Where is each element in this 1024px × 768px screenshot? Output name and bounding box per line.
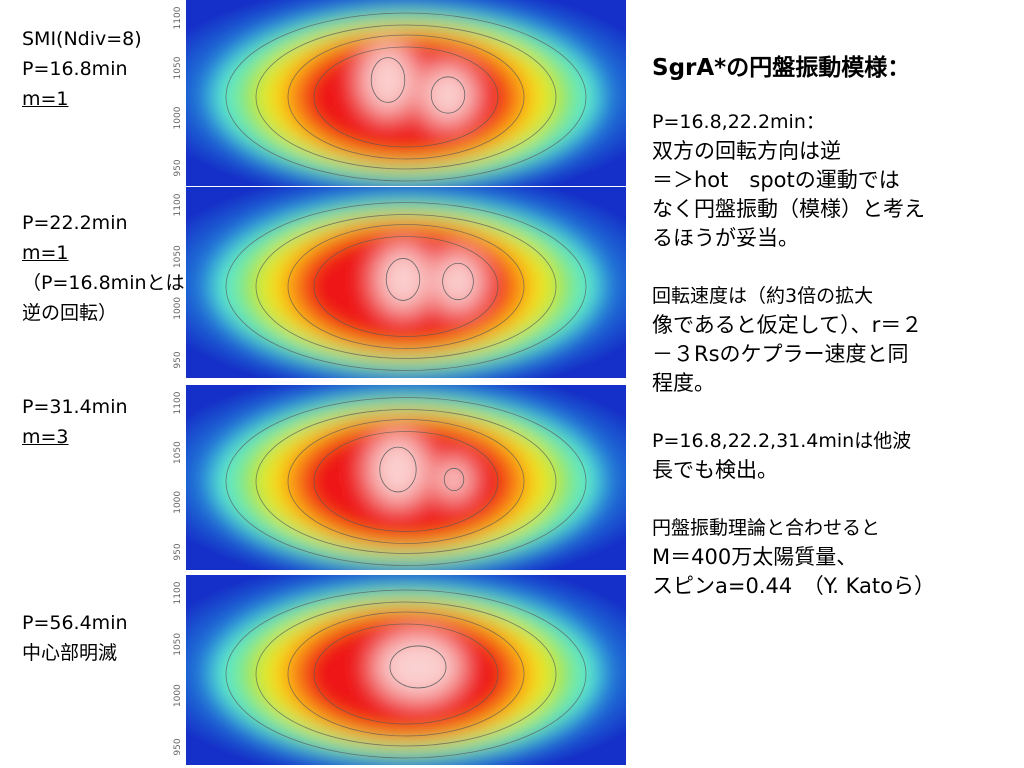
text-line: なく円盤振動（模様）と考え xyxy=(652,197,925,221)
y-tick-label: 1100 xyxy=(173,581,183,604)
text-line: スピンa=0.44 （Y. Katoら） xyxy=(652,574,935,598)
label-line: m=3 xyxy=(22,426,69,448)
contour xyxy=(225,397,587,566)
paragraph: 回転速度は（約3倍の拡大像であると仮定して）、r＝２ －３Rsのケプラー速度と同程… xyxy=(652,282,935,398)
paragraph: P=16.8,22.2min： 双方の回転方向は逆 ＝＞hot spotの運動ではな… xyxy=(652,108,935,253)
contour xyxy=(385,258,421,301)
contour xyxy=(287,34,525,160)
y-tick-label: 1000 xyxy=(173,106,183,129)
text-line: 程度。 xyxy=(652,371,715,395)
y-tick-label: 1100 xyxy=(173,193,183,216)
contour xyxy=(389,645,447,689)
notes-title: SgrA*の円盤振動模様： xyxy=(652,55,911,81)
text-line: 像であると仮定して）、r＝２ xyxy=(652,313,923,337)
contour xyxy=(225,12,587,182)
label-line: 逆の回転） xyxy=(22,302,118,324)
panel-label: P=56.4min 中心部明滅 xyxy=(22,608,128,668)
text-line: P=16.8,22.2min： xyxy=(652,111,825,133)
label-line: P=22.2min xyxy=(22,212,128,234)
panel-label: P=22.2min m=1 （P=16.8minとは 逆の回転） xyxy=(22,208,185,328)
y-tick-label: 1000 xyxy=(173,684,183,707)
paragraph: 円盤振動理論と合わせると M＝400万太陽質量、スピンa=0.44 （Y. Kat… xyxy=(652,514,935,601)
contour xyxy=(287,224,525,349)
contour xyxy=(443,467,465,492)
y-tick-label: 1100 xyxy=(173,391,183,414)
y-tick-label: 1000 xyxy=(173,491,183,514)
color-layers xyxy=(211,9,601,185)
panel-label: P=31.4min m=3 xyxy=(22,392,128,452)
contour xyxy=(255,601,557,747)
y-tick-label: 1050 xyxy=(173,245,183,268)
contour xyxy=(370,57,406,103)
label-line: m=1 xyxy=(22,242,69,264)
y-tick-label: 1100 xyxy=(173,6,183,29)
contour xyxy=(287,419,525,544)
label-line: P=16.8min xyxy=(22,58,128,80)
y-tick-label: 950 xyxy=(173,543,183,560)
text-line: るほうが妥当。 xyxy=(652,226,799,250)
heatmap: 1100 1050 1000 950 xyxy=(173,0,626,186)
contour xyxy=(225,589,587,759)
text-line: 回転速度は（約3倍の拡大 xyxy=(652,285,874,307)
contour xyxy=(442,262,474,301)
contour xyxy=(430,76,466,114)
label-line: P=31.4min xyxy=(22,396,128,418)
color-layers xyxy=(211,198,601,375)
contour xyxy=(379,446,417,493)
contour xyxy=(225,202,587,371)
paragraph: P=16.8,22.2,31.4minは他波 長でも検出。 xyxy=(652,427,935,485)
contour xyxy=(313,623,499,725)
color-layers xyxy=(211,586,601,762)
label-line: （P=16.8minとは xyxy=(22,272,185,294)
color-layers xyxy=(211,393,601,570)
contour xyxy=(255,24,557,170)
contour xyxy=(313,46,499,148)
y-tick-label: 950 xyxy=(173,159,183,176)
label-line: P=56.4min xyxy=(22,612,128,634)
contour xyxy=(255,214,557,359)
contour xyxy=(287,611,525,737)
contour xyxy=(313,431,499,532)
panel-label: SMI(Ndiv=8) P=16.8min m=1 xyxy=(22,24,142,114)
y-tick-label: 1050 xyxy=(173,633,183,656)
text-line: 長でも検出。 xyxy=(652,458,778,482)
y-tick-label: 1050 xyxy=(173,56,183,79)
label-line: SMI(Ndiv=8) xyxy=(22,28,142,50)
notes: SgrA*の円盤振動模様： P=16.8,22.2min： 双方の回転方向は逆 ＝＞… xyxy=(652,48,935,630)
y-tick-label: 950 xyxy=(173,351,183,368)
heatmap: 1100 1050 1000 950 xyxy=(173,187,626,378)
contour xyxy=(255,409,557,554)
heatmap: 1100 1050 1000 950 xyxy=(173,385,626,570)
label-line: m=1 xyxy=(22,88,69,110)
text-line: M＝400万太陽質量、 xyxy=(652,545,858,569)
text-line: －３Rsのケプラー速度と同 xyxy=(652,342,909,366)
contour xyxy=(313,236,499,337)
y-tick-label: 1050 xyxy=(173,441,183,464)
heatmap: 1100 1050 1000 950 xyxy=(173,575,626,765)
text-line: 円盤振動理論と合わせると xyxy=(652,517,881,539)
text-line: ＝＞hot spotの運動では xyxy=(652,168,900,192)
text-line: 双方の回転方向は逆 xyxy=(652,139,841,163)
y-tick-label: 1000 xyxy=(173,297,183,320)
y-tick-label: 950 xyxy=(173,738,183,755)
label-line: 中心部明滅 xyxy=(22,642,118,664)
text-line: P=16.8,22.2,31.4minは他波 xyxy=(652,430,912,452)
